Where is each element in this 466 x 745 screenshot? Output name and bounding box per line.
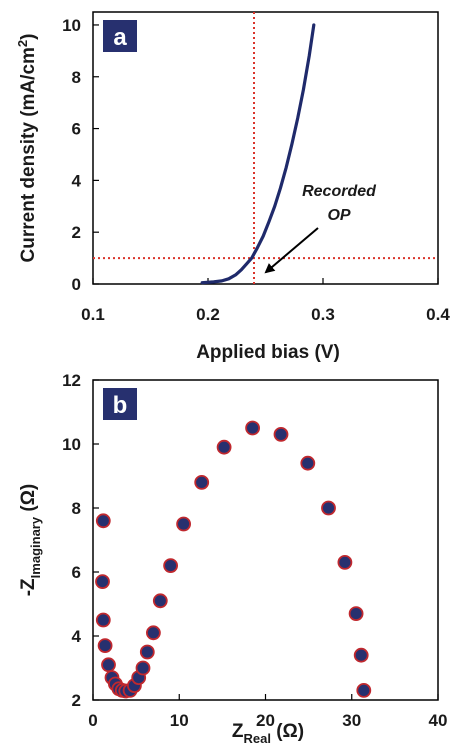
- panel-a-label: a: [113, 24, 127, 51]
- panel-b-y-axis-label-sub: Imaginary: [28, 516, 43, 578]
- panel-a-y-axis-label-close: ): [18, 34, 39, 40]
- panel-a-plot-frame: [92, 11, 439, 285]
- panel-b-x-tick-label: 40: [429, 711, 448, 730]
- panel-a-y-ticks: 0 2 4 6 8 10: [62, 16, 99, 294]
- panel-a: 0 2 4 6 8 10 0.1 0.2 0.3 0.4 a Recorded OP Appli…: [15, 11, 450, 363]
- panel-b-x-axis-label-unit: (Ω): [271, 721, 304, 742]
- panel-a-y-axis-label-main: Current density (mA/cm: [18, 47, 39, 262]
- panel-a-y-tick-label: 10: [62, 16, 81, 35]
- panel-a-y-axis-label: Current density (mA/cm2): [15, 34, 39, 263]
- nyquist-data-point: [145, 625, 161, 641]
- panel-a-x-axis-label: Applied bias (V): [196, 342, 340, 363]
- panel-a-x-tick-label: 0.3: [311, 305, 335, 324]
- nyquist-data-point: [321, 500, 336, 516]
- panel-b: 2 4 6 8 10 12 0 10 20 30 40 b ZReal (Ω) -ZImagina…: [18, 371, 447, 745]
- nyquist-data-point: [95, 513, 111, 529]
- nyquist-data-point: [216, 439, 232, 455]
- panel-b-label: b: [113, 392, 128, 419]
- panel-a-guides: [93, 12, 438, 284]
- panel-a-x-ticks: 0.1 0.2 0.3 0.4: [81, 278, 450, 324]
- panel-b-y-axis-label-main: -Z: [18, 578, 39, 596]
- nyquist-data-point: [139, 644, 155, 660]
- nyquist-data-point: [97, 638, 113, 653]
- panel-a-label-box: [103, 20, 137, 52]
- panel-a-y-tick-label: 2: [72, 223, 81, 242]
- panel-b-y-tick-label: 6: [72, 563, 81, 582]
- panel-b-y-axis-label: -ZImaginary (Ω): [18, 484, 43, 597]
- panel-a-y-tick-label: 4: [72, 171, 82, 190]
- panel-b-x-tick-label: 10: [170, 711, 189, 730]
- annotation-arrow: [264, 227, 319, 274]
- panel-b-x-axis-label-sub: Real: [243, 731, 270, 745]
- nyquist-data-point: [152, 593, 168, 609]
- panel-a-y-tick-label: 8: [72, 68, 81, 87]
- panel-b-y-tick-label: 10: [62, 435, 81, 454]
- panel-a-y-tick-label: 0: [72, 275, 81, 294]
- nyquist-data-point: [163, 558, 179, 573]
- annotation-line1: Recorded: [302, 183, 377, 200]
- panel-b-x-axis-label: ZReal (Ω): [232, 721, 304, 745]
- panel-b-y-tick-label: 8: [72, 499, 81, 518]
- nyquist-data-point: [353, 647, 369, 663]
- nyquist-data-point: [95, 612, 111, 628]
- nyquist-data-point: [337, 555, 353, 570]
- nyquist-data-point: [348, 606, 364, 621]
- nyquist-data-point: [194, 474, 210, 490]
- nyquist-data-point: [273, 426, 289, 442]
- panel-a-x-tick-label: 0.1: [81, 305, 105, 324]
- panel-b-x-axis-label-main: Z: [232, 721, 244, 742]
- nyquist-data-point: [356, 683, 372, 698]
- jv-curve-line: [200, 23, 316, 285]
- panel-b-y-axis-label-unit: (Ω): [18, 484, 39, 517]
- nyquist-data-point: [300, 455, 316, 471]
- nyquist-data-point: [135, 660, 151, 676]
- panel-b-y-ticks: 2 4 6 8 10 12: [62, 371, 99, 710]
- panel-b-label-box: [103, 388, 137, 420]
- panel-a-x-tick-label: 0.2: [196, 305, 220, 324]
- panel-b-x-tick-label: 0: [88, 711, 97, 730]
- panel-a-y-tick-label: 6: [72, 120, 81, 139]
- panel-a-x-tick-label: 0.4: [426, 305, 450, 324]
- nyquist-data-point: [245, 420, 261, 436]
- panel-b-x-ticks: 0 10 20 30 40: [88, 694, 447, 730]
- panel-b-y-tick-label: 12: [62, 371, 81, 390]
- panel-a-y-axis-label-sup: 2: [15, 40, 30, 47]
- annotation-line2: OP: [327, 207, 350, 224]
- nyquist-data-point: [176, 516, 192, 532]
- panel-b-series: [95, 420, 372, 699]
- panel-b-y-tick-label: 4: [72, 627, 82, 646]
- nyquist-data-point: [101, 657, 116, 673]
- panel-b-y-tick-label: 2: [72, 691, 81, 710]
- nyquist-data-point: [95, 574, 110, 589]
- panel-b-x-tick-label: 30: [342, 711, 361, 730]
- panel-a-series: [200, 23, 316, 285]
- panel-b-x-tick-label: 20: [256, 711, 275, 730]
